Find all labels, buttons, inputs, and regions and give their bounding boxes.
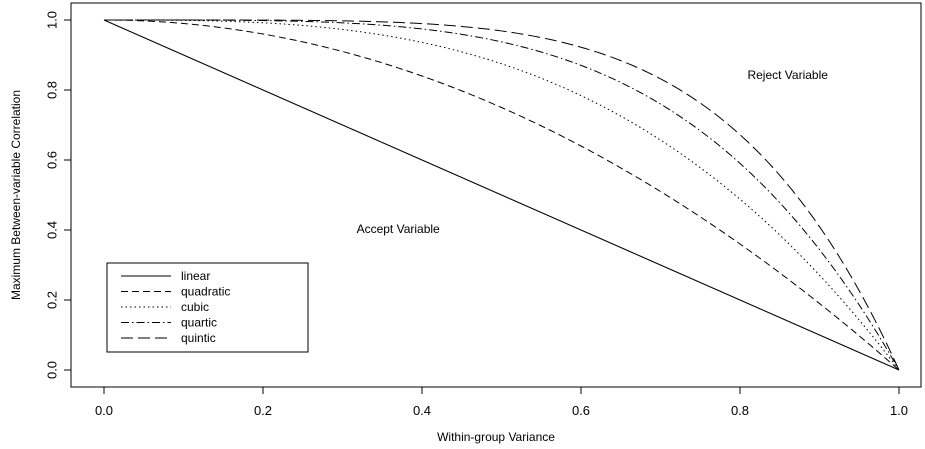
x-axis-label: Within-group Variance	[437, 430, 555, 444]
series-line-quintic	[104, 19, 900, 371]
legend-label-quadratic: quadratic	[181, 285, 230, 299]
legend-label-quartic: quartic	[181, 316, 217, 330]
annotations: Reject Variable Accept Variable	[357, 68, 829, 236]
series-layer	[103, 19, 900, 371]
y-axis: 0.0 0.2 0.4 0.6 0.8 1.0	[44, 11, 72, 379]
y-tick-label: 1.0	[44, 11, 59, 29]
y-axis-label: Maximum Between-variable Correlation	[9, 90, 23, 300]
legend-label-quintic: quintic	[181, 331, 216, 345]
y-tick-label: 0.6	[44, 151, 59, 169]
series-line-cubic	[104, 19, 900, 371]
series-line-quadratic	[103, 19, 900, 371]
y-tick-label: 0.8	[44, 81, 59, 99]
x-tick-label: 0.0	[95, 403, 113, 418]
y-tick-label: 0.2	[44, 291, 59, 309]
x-tick-label: 0.2	[254, 403, 272, 418]
x-tick-label: 1.0	[890, 403, 908, 418]
annotation-reject-variable: Reject Variable	[747, 68, 828, 82]
x-axis: 0.0 0.2 0.4 0.6 0.8 1.0	[95, 386, 908, 418]
x-tick-label: 0.6	[572, 403, 590, 418]
series-line-quartic	[104, 19, 900, 371]
legend-label-linear: linear	[181, 269, 210, 283]
annotation-accept-variable: Accept Variable	[357, 222, 440, 236]
y-tick-label: 0.4	[44, 221, 59, 239]
y-tick-label: 0.0	[44, 361, 59, 379]
x-tick-label: 0.4	[413, 403, 431, 418]
series-line-linear	[103, 19, 900, 371]
x-tick-label: 0.8	[731, 403, 749, 418]
legend-label-cubic: cubic	[181, 300, 209, 314]
